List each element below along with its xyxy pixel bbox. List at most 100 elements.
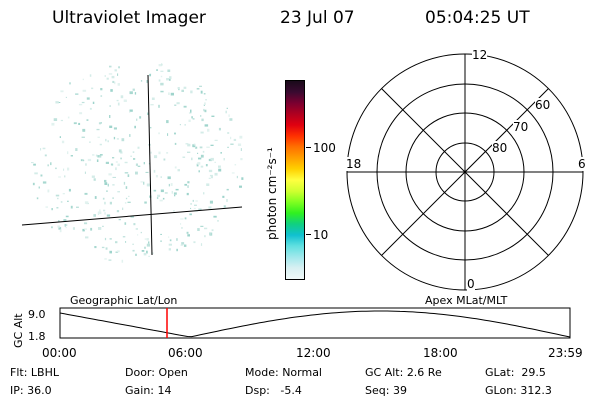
image-pixel [198,170,200,173]
image-pixel [91,87,94,90]
image-pixel [31,162,34,164]
image-pixel [185,143,189,145]
image-pixel [200,225,204,227]
image-pixel [75,93,79,95]
image-pixel [129,109,133,112]
image-pixel [193,241,196,244]
image-pixel [144,238,147,240]
image-pixel [112,157,115,159]
timeline-axis-label: GC Alt [12,313,25,348]
image-pixel [118,219,121,221]
image-pixel [97,136,100,138]
image-pixel [239,135,243,139]
image-pixel [118,84,120,86]
image-pixel [146,183,151,187]
image-pixel [211,115,215,117]
image-pixel [198,208,202,210]
image-pixel [214,161,216,163]
image-pixel [146,243,150,247]
image-pixel [102,225,104,227]
image-pixel [57,197,59,200]
image-pixel [213,215,217,218]
image-pixel [202,150,205,153]
image-pixel [124,222,127,225]
image-pixel [180,218,184,220]
image-pixel [168,183,170,187]
image-pixel [107,140,109,143]
image-pixel [82,128,86,132]
image-pixel [115,161,118,163]
image-pixel [76,206,79,208]
image-pixel [174,194,176,197]
image-pixel [147,112,149,115]
info-gcalt: GC Alt: 2.6 Re [365,366,442,379]
image-pixel [137,165,141,167]
image-pixel [89,74,92,77]
image-pixel [63,168,65,171]
image-pixel [174,166,177,169]
timeline-tick-0000: 00:00 [42,346,77,360]
image-pixel [171,190,173,194]
image-pixel [177,87,180,89]
image-pixel [120,95,124,99]
image-pixel [218,165,221,168]
image-pixel [113,82,116,84]
image-pixel [125,197,128,200]
image-pixel [129,91,133,95]
image-pixel [160,90,164,93]
image-pixel [140,80,143,82]
mlt-label-0: 0 [467,277,475,291]
image-pixel [187,185,189,188]
image-pixel [129,111,131,113]
timeline-tick-1200: 12:00 [296,346,331,360]
image-pixel [220,152,222,154]
image-pixel [78,103,83,106]
image-pixel [227,146,229,148]
image-pixel [133,223,136,226]
image-pixel [70,205,73,209]
image-pixel [187,143,191,147]
image-pixel [223,158,225,161]
image-pixel [65,215,69,218]
image-pixel [218,127,221,131]
image-pixel [187,181,190,184]
image-pixel [80,159,83,161]
image-pixel [82,89,87,92]
image-pixel [159,199,163,202]
image-pixel [203,192,205,195]
image-pixel [167,69,171,72]
image-pixel [135,253,137,256]
image-pixel [44,154,47,157]
image-pixel [222,195,225,198]
image-pixel [204,109,207,113]
image-pixel [177,169,180,172]
image-pixel [65,224,68,226]
image-pixel [135,171,138,175]
image-pixel [143,162,145,165]
image-pixel [67,151,69,155]
colorbar-tick-10: 10 [313,228,329,242]
image-pixel [228,114,230,117]
image-pixel [81,136,85,138]
polar-plot [346,53,584,291]
image-pixel [156,69,158,71]
image-pixel [132,249,135,252]
image-pixel [193,207,196,209]
image-pixel [112,80,115,83]
image-pixel [132,151,135,153]
geographic-image [21,63,244,263]
image-pixel [160,176,162,178]
image-pixel [200,90,203,94]
image-pixel [34,172,38,175]
image-pixel [109,238,112,240]
image-pixel [101,246,105,249]
image-pixel [176,238,178,241]
image-pixel [75,148,78,151]
image-pixel [158,151,161,155]
image-pixel [60,90,64,93]
image-pixel [90,227,93,231]
image-pixel [104,212,106,215]
image-pixel [104,258,107,260]
image-pixel [59,136,61,138]
image-pixel [123,181,126,185]
